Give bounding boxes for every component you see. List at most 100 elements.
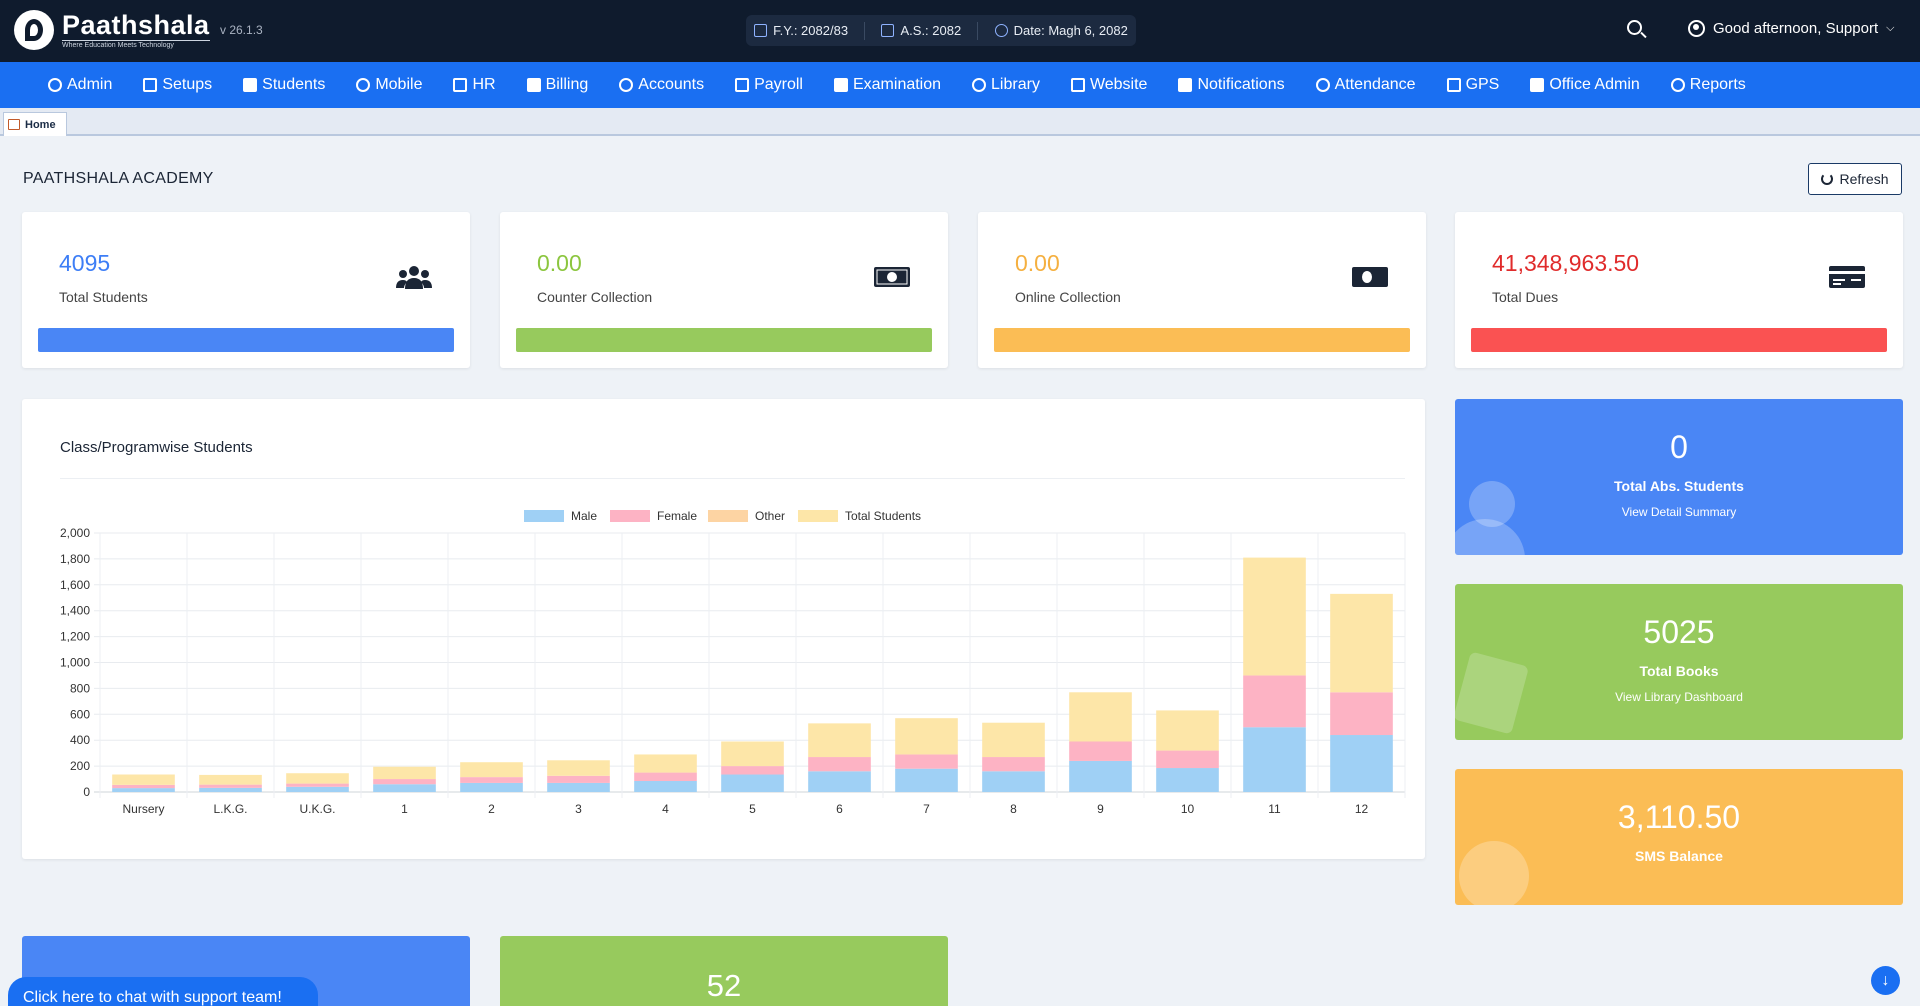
nav-billing[interactable]: Billing <box>526 76 588 94</box>
bar-male <box>1243 727 1306 792</box>
bar-total-students <box>895 718 958 755</box>
nav-label: Library <box>991 76 1040 93</box>
y-tick-label: 400 <box>70 733 90 747</box>
cash-icon <box>874 267 910 287</box>
y-tick-label: 1,600 <box>60 578 90 592</box>
fiscal-year: F.Y.: 2082/83 <box>773 23 849 38</box>
nav-website[interactable]: Website <box>1070 76 1147 94</box>
academic-session: A.S.: 2082 <box>900 23 962 38</box>
x-tick-label: 10 <box>1181 802 1195 816</box>
sms-balance-card[interactable]: 3,110.50 SMS Balance <box>1455 769 1903 905</box>
nav-examination[interactable]: Examination <box>833 76 941 94</box>
x-tick-label: L.K.G. <box>213 802 247 816</box>
globe-icon <box>1070 78 1085 92</box>
side-card-label: Total Books <box>1639 663 1719 679</box>
bar-male <box>286 786 349 792</box>
nav-payroll[interactable]: Payroll <box>735 76 803 94</box>
brand-name: Paathshala <box>62 9 210 40</box>
bar-female <box>982 757 1045 772</box>
chart-title: Class/Programwise Students <box>60 439 253 456</box>
nav-notifications[interactable]: Notifications <box>1178 76 1285 94</box>
exam-icon <box>833 78 848 92</box>
bus-icon <box>1446 78 1461 92</box>
bar-female <box>286 783 349 787</box>
bar-female <box>373 779 436 785</box>
nav-label: Payroll <box>754 76 803 93</box>
bar-female <box>1069 741 1132 761</box>
cash-icon <box>1352 267 1388 287</box>
stat-card-online-collection[interactable]: 0.00 Online Collection <box>978 212 1426 368</box>
view-detail-summary-link[interactable]: View Detail Summary <box>1621 505 1737 519</box>
fingerprint-icon <box>1315 78 1330 92</box>
nav-label: Reports <box>1689 76 1746 93</box>
nav-admin[interactable]: Admin <box>48 76 112 94</box>
search-icon[interactable] <box>1626 19 1648 41</box>
nav-reports[interactable]: Reports <box>1670 76 1746 94</box>
y-tick-label: 200 <box>70 759 90 773</box>
x-tick-label: 11 <box>1268 802 1281 816</box>
x-tick-label: 3 <box>575 802 582 816</box>
tab-home[interactable]: Home <box>3 112 67 136</box>
users-icon <box>243 78 258 92</box>
absent-students-card[interactable]: 0 Total Abs. Students View Detail Summar… <box>1455 399 1903 555</box>
bar-female <box>112 784 175 789</box>
nav-label: Setups <box>162 76 213 93</box>
bar-total-students <box>1243 557 1306 676</box>
bar-male <box>373 784 436 792</box>
nav-students[interactable]: Students <box>243 76 325 94</box>
mobile-icon <box>356 78 371 92</box>
bar-male <box>721 774 784 792</box>
clock-icon <box>994 24 1008 37</box>
y-tick-label: 0 <box>83 785 90 799</box>
nav-mobile[interactable]: Mobile <box>356 76 422 94</box>
bar-female <box>808 757 871 772</box>
current-date: Date: Magh 6, 2082 <box>1013 23 1128 38</box>
nav-label: Accounts <box>638 76 705 93</box>
bar-female <box>1330 692 1393 736</box>
stat-card-total-students[interactable]: 4095 Total Students <box>22 212 470 368</box>
stat-card-total-dues[interactable]: 41,348,963.50 Total Dues <box>1455 212 1903 368</box>
bar-male <box>634 780 697 792</box>
stat-card-counter-collection[interactable]: 0.00 Counter Collection <box>500 212 948 368</box>
nav-label: GPS <box>1465 76 1500 93</box>
user-menu[interactable]: Good afternoon, Support ⌵ <box>1688 20 1894 37</box>
nav-gps[interactable]: GPS <box>1446 76 1500 94</box>
nav-attendance[interactable]: Attendance <box>1315 76 1416 94</box>
app-logo[interactable]: Paathshala Where Education Meets Technol… <box>14 10 210 50</box>
bar-male <box>1069 760 1132 792</box>
bar-female <box>460 777 523 783</box>
billing-icon <box>526 78 541 92</box>
top-bar: Paathshala Where Education Meets Technol… <box>0 0 1920 62</box>
bar-female <box>199 784 262 788</box>
x-tick-label: 5 <box>749 802 756 816</box>
nav-office-admin[interactable]: Office Admin <box>1530 76 1640 94</box>
x-tick-label: 9 <box>1097 802 1104 816</box>
bottom-card-2[interactable]: 52 <box>500 936 948 1006</box>
legend-swatch <box>798 510 838 522</box>
stat-bar <box>994 328 1410 352</box>
payroll-icon <box>735 78 750 92</box>
nav-label: Mobile <box>375 76 423 93</box>
scroll-down-icon[interactable]: ↓ <box>1871 966 1900 995</box>
bar-male <box>895 768 958 792</box>
view-library-dashboard-link[interactable]: View Library Dashboard <box>1615 690 1743 704</box>
refresh-button[interactable]: Refresh <box>1808 163 1902 195</box>
bar-male <box>808 771 871 792</box>
nav-label: Office Admin <box>1549 76 1640 93</box>
total-books-card[interactable]: 5025 Total Books View Library Dashboard <box>1455 584 1903 740</box>
support-chat-button[interactable]: Click here to chat with support team! <box>8 977 318 1006</box>
bar-male <box>112 788 175 792</box>
x-tick-label: 6 <box>836 802 843 816</box>
nav-library[interactable]: Library <box>972 76 1040 94</box>
nav-setups[interactable]: Setups <box>143 76 212 94</box>
x-tick-label: 12 <box>1355 802 1369 816</box>
nav-label: Attendance <box>1334 76 1416 93</box>
bar-female <box>547 775 610 783</box>
page-title: PAATHSHALA ACADEMY <box>23 170 214 187</box>
stat-label: Total Dues <box>1492 289 1559 305</box>
user-circle-icon <box>1688 20 1705 37</box>
nav-accounts[interactable]: Accounts <box>619 76 704 94</box>
legend-label: Female <box>657 509 697 523</box>
bar-total-students <box>1156 710 1219 751</box>
nav-hr[interactable]: HR <box>453 76 496 94</box>
